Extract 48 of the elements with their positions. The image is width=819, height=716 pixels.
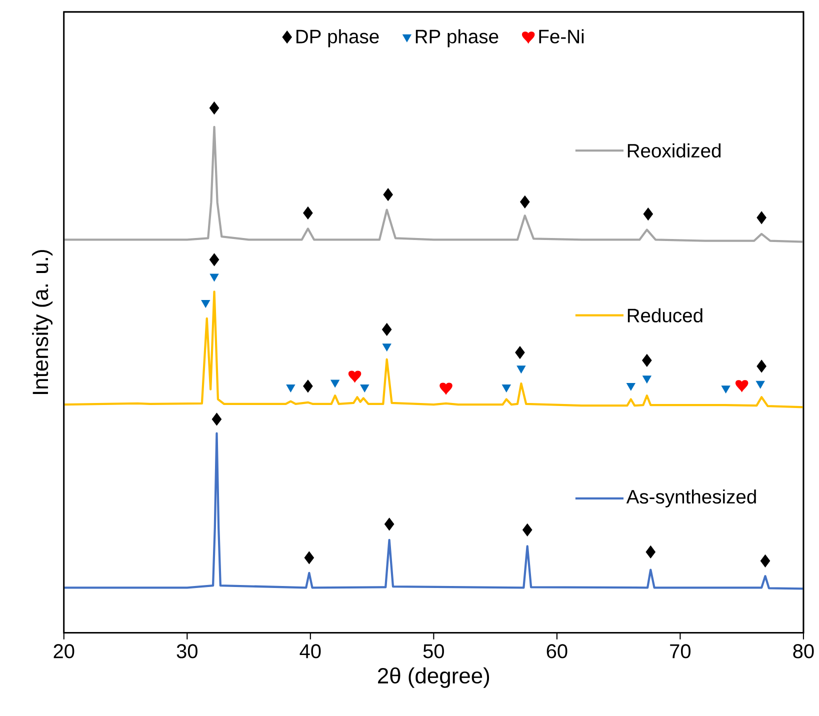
point [348, 370, 362, 383]
point [642, 376, 652, 384]
legend-label: Reoxidized [628, 144, 721, 158]
point [642, 354, 652, 367]
point [756, 360, 766, 373]
point [646, 546, 656, 559]
point [440, 382, 452, 395]
legend-label: Fe-Ni [539, 29, 584, 44]
point [626, 383, 636, 391]
point [209, 102, 220, 115]
point [303, 380, 313, 393]
point [502, 384, 511, 392]
legend-label: As-synthesized [626, 490, 756, 508]
point [360, 384, 370, 392]
point [522, 524, 532, 537]
legend-label: DP phase [296, 29, 379, 48]
point [383, 188, 393, 202]
point [304, 552, 314, 564]
legend-label: RP phase [416, 29, 498, 48]
point [516, 366, 526, 374]
point [735, 380, 748, 392]
point [209, 253, 220, 266]
point [756, 211, 766, 224]
point [760, 554, 770, 568]
point [382, 323, 392, 336]
x-tick-label: 70 [670, 644, 691, 658]
point [303, 206, 313, 220]
x-tick-label: 40 [300, 644, 321, 658]
point [210, 274, 219, 282]
y-axis-title: Intensity (a. u.) [32, 250, 53, 394]
point [382, 344, 392, 352]
point [212, 413, 222, 426]
point [721, 386, 730, 394]
x-tick-label: 50 [423, 644, 444, 658]
point [515, 346, 525, 360]
x-tick-label: 30 [176, 644, 198, 658]
x-tick-label: 60 [546, 644, 568, 658]
x-tick-label: 80 [793, 644, 814, 658]
point [330, 380, 340, 388]
point [520, 196, 530, 209]
point [201, 300, 210, 308]
legend-label: Reduced [628, 308, 702, 323]
point [384, 518, 394, 531]
point [286, 384, 296, 392]
x-axis-title: 2θ (degree) [378, 668, 490, 688]
x-tick-label: 20 [54, 644, 74, 658]
point [756, 381, 765, 389]
point [643, 208, 654, 221]
